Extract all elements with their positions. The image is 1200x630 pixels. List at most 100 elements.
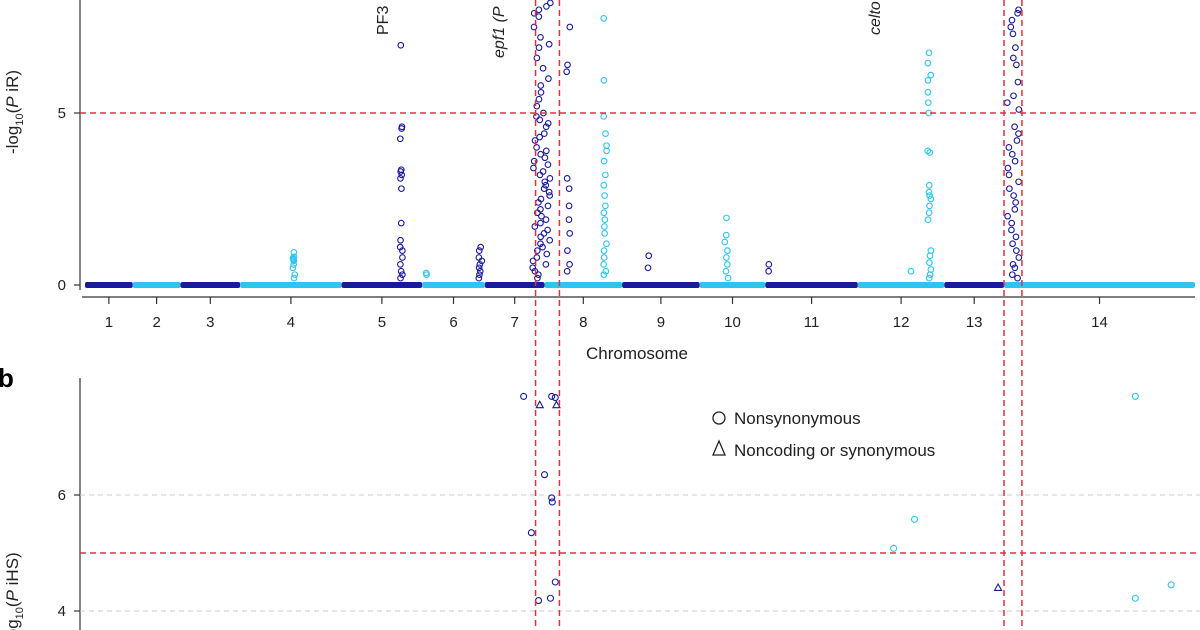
panel-a-snp-point [601,192,608,199]
panel-a-snp-point [1009,261,1017,268]
panel-a-snp-point [1014,274,1021,282]
panel-a-snp-point [600,113,608,120]
panel-a-snp-point [533,113,540,120]
chromosome-bar-1 [85,282,133,288]
panel-a-snp-point [545,40,553,48]
panel-a-snp-point [291,271,299,279]
panel-a-snp-point [566,261,573,268]
panel-a-snp-point [399,254,406,261]
panel-a-snp-point [545,75,552,82]
panel-a-snp-point [541,178,549,186]
panel-a-snp-point [539,64,547,72]
panel-a-snp-point [542,181,550,189]
chromosome-tick-label: 10 [724,314,741,331]
panel-a-snp-point [926,192,933,199]
panel-a-snp-point [907,267,915,275]
panel-a-snp-point [1012,199,1019,206]
panel-a-snp-point [601,230,609,237]
panel-b-snp-point [527,529,535,537]
panel-a-snp-point [1008,16,1016,24]
legend-triangle-icon [712,439,726,456]
panel-b-label: b [0,363,14,393]
panel-a-snp-point [529,264,537,272]
panel-a-snp-point [603,147,610,155]
chromosome-bar-2 [132,282,181,288]
panel-a-snp-point [542,147,550,155]
panel-a-snp-point [537,89,545,96]
chromosome-tick-label: 11 [804,314,820,331]
panel-a-snp-point [563,175,571,182]
panel-a-snp-point [1011,264,1019,272]
panel-a-snp-point [536,171,544,179]
panel-a-snp-point [398,185,405,193]
chromosome-tick-label: 6 [449,314,457,331]
panel-a-snp-point [544,202,552,210]
panel-a-snp-point [475,264,483,272]
panel-a-snp-point [399,271,406,279]
panel-a-snp-point [539,243,546,251]
panel-a-snp-point [1009,54,1017,62]
panel-a-snp-point [1011,205,1019,213]
panel-a-snp-point [542,261,550,268]
panel-b-snp-point [534,597,543,605]
panel-b-snp-point [890,544,898,552]
panel-a-snp-point [533,54,541,62]
panel-b-y-tick-label: 4 [58,603,66,620]
panel-a-snp-point [1006,185,1013,193]
panel-b-snp-point [910,515,919,523]
panel-a-snp-point [290,257,298,265]
panel-a-snp-point [533,102,541,110]
panel-a-snp-point [1008,219,1016,227]
panel-b-snp-point [546,594,555,602]
panel-a-snp-point [537,150,544,158]
panel-a-snp-point [544,119,552,127]
panel-a-snp-point [926,271,934,279]
panel-a-snp-point [924,216,932,223]
panel-a-snp-point [537,33,544,41]
panel-a-y-axis-label: -log10(P iR) [3,70,26,154]
panel-a-snp-point [478,257,486,265]
panel-a-snp-point [645,252,653,260]
panel-a-snp-point [536,116,544,124]
panel-a-snp-point [602,130,609,137]
panel-a-snp-point [546,0,554,7]
panel-a-snp-point [535,271,542,279]
panel-a-snp-point [397,175,404,182]
panel-a-snp-point [537,205,544,213]
panel-a-snp-point [564,61,571,69]
panel-a-snp-point [600,76,608,84]
panel-b-snp-point [551,394,559,402]
panel-a-snp-point [530,23,538,31]
panel-a-snp-point [722,267,730,275]
panel-a-snp-point [926,252,934,260]
panel-a-snp-point [397,168,405,175]
panel-a-snp-point [535,13,543,21]
panel-a-snp-point [534,274,541,282]
panel-a-snp-point [290,274,298,282]
chromosome-tick-label: 5 [378,314,386,331]
gene-label: epf1 (P [491,6,508,58]
panel-a-snp-point [1010,92,1017,100]
chromosome-bar-7 [484,282,545,288]
panel-a-snp-point [546,236,554,244]
panel-a-x-axis-label: Chromosome [586,344,688,363]
panel-a-snp-point [600,271,608,279]
panel-a-snp-point [924,59,932,67]
panel-b-y-axis-label: -log10(P iHS) [3,552,26,630]
panel-a-snp-point [1012,44,1019,51]
panel-a-snp-point [397,261,404,268]
chromosome-tick-label: 8 [579,314,587,331]
panel-a-snp-point [537,240,544,248]
panel-a-snp-point [539,168,547,175]
panel-b-y-tick-label: 6 [58,487,66,504]
panel-a-snp-point [926,259,933,266]
chromosome-tick-label: 3 [206,314,214,331]
panel-a-snp-point [533,254,541,261]
panel-a-snp-point [396,243,404,251]
panel-a-snp-point [927,195,935,203]
panel-b-snp-point [1131,392,1139,400]
panel-a-snp-point [545,188,553,196]
panel-a-snp-point [475,274,483,282]
panel-a-snp-point [925,181,933,189]
panel-a-snp-point [925,49,933,57]
